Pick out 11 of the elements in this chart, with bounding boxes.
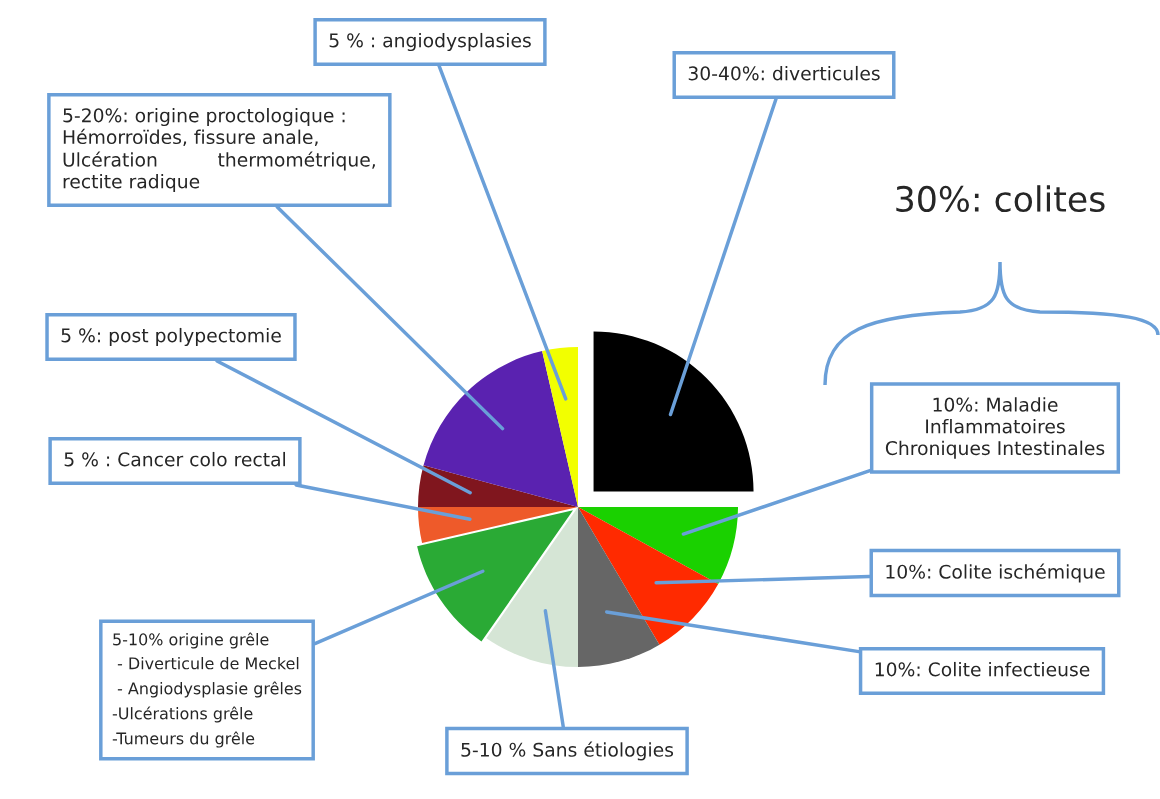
slice-label: 5-10% origine grêle - Diverticule de Meckel - Angiodysplasie grêles -Ulcérations grêle -Tumeurs du grêle (112, 632, 302, 748)
slice-label: 5 % : angiodysplasies (329, 32, 531, 52)
slice-label: 10%: Colite ischémique (886, 563, 1105, 583)
slice-label: 5 %: post polypectomie (61, 327, 281, 347)
text: 30%: colites (896, 185, 1105, 213)
slice-label: 10%: Colite infectieuse (875, 661, 1090, 677)
slice-label: 10%: Maladie Inflammatoires Chroniques Intestinales (885, 397, 1105, 459)
slice-label: 30-40%: diverticules (688, 65, 880, 81)
slice-label: 5 % : Cancer colo rectal (64, 451, 286, 467)
slice-label: 5-10 % Sans étiologies (461, 741, 674, 761)
slice-label: 5-20%: origine proctologique : Hémorroïdes, fissure anale, Ulcération thermométrique, rectite radique (63, 107, 375, 193)
